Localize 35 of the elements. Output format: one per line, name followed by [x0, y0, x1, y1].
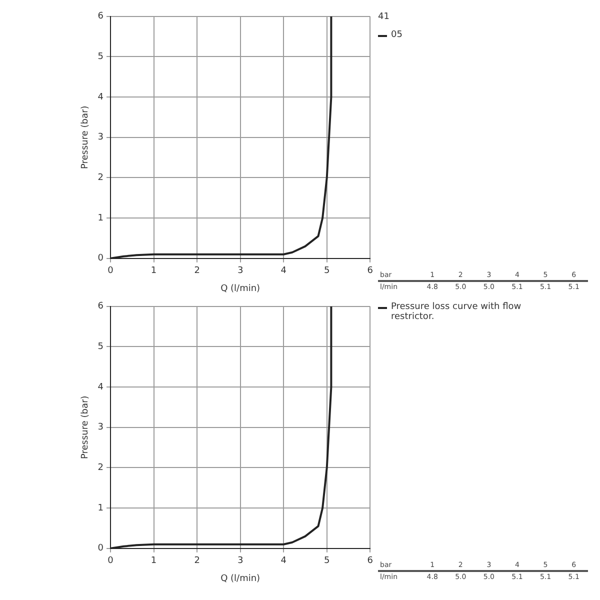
- y-tick-label: 6: [98, 302, 104, 312]
- x-tick-label: 2: [194, 556, 200, 566]
- x-tick-label: 1: [150, 266, 157, 276]
- legend-label: 05: [391, 30, 402, 40]
- y-tick-label: 6: [98, 12, 104, 22]
- legend-title: 41: [378, 12, 390, 22]
- y-tick-label: 0: [98, 544, 104, 554]
- x-tick-label: 3: [237, 556, 244, 566]
- x-tick-label: 4: [280, 556, 287, 566]
- y-tick-label: 2: [98, 173, 104, 184]
- y-tick-label: 3: [98, 132, 104, 143]
- y-tick-label: 5: [98, 52, 104, 62]
- y-tick-label: 1: [98, 213, 104, 224]
- x-tick-label: 0: [108, 556, 114, 566]
- y-tick-label: 3: [98, 422, 104, 433]
- x-tick-label: 2: [194, 266, 200, 276]
- y-tick-label: 4: [98, 382, 104, 392]
- x-axis-title: Q (l/min): [220, 574, 260, 584]
- x-tick-label: 6: [367, 556, 374, 566]
- x-tick-label: 5: [324, 266, 330, 276]
- x-tick-label: 3: [237, 266, 244, 276]
- y-tick-label: 2: [98, 463, 104, 474]
- x-tick-label: 4: [280, 266, 287, 276]
- y-axis-title: Pressure (bar): [80, 396, 91, 460]
- x-tick-label: 1: [150, 556, 157, 566]
- y-tick-label: 4: [98, 92, 104, 102]
- x-axis-title: Q (l/min): [220, 284, 260, 294]
- y-tick-label: 0: [98, 254, 104, 264]
- y-tick-label: 1: [98, 503, 104, 514]
- legend-label: Pressure loss curve with flow restrictor.: [391, 302, 522, 322]
- y-axis-title: Pressure (bar): [80, 106, 91, 170]
- x-tick-label: 6: [367, 266, 374, 276]
- x-tick-label: 0: [108, 266, 114, 276]
- x-tick-label: 5: [324, 556, 330, 566]
- y-tick-label: 5: [98, 342, 104, 352]
